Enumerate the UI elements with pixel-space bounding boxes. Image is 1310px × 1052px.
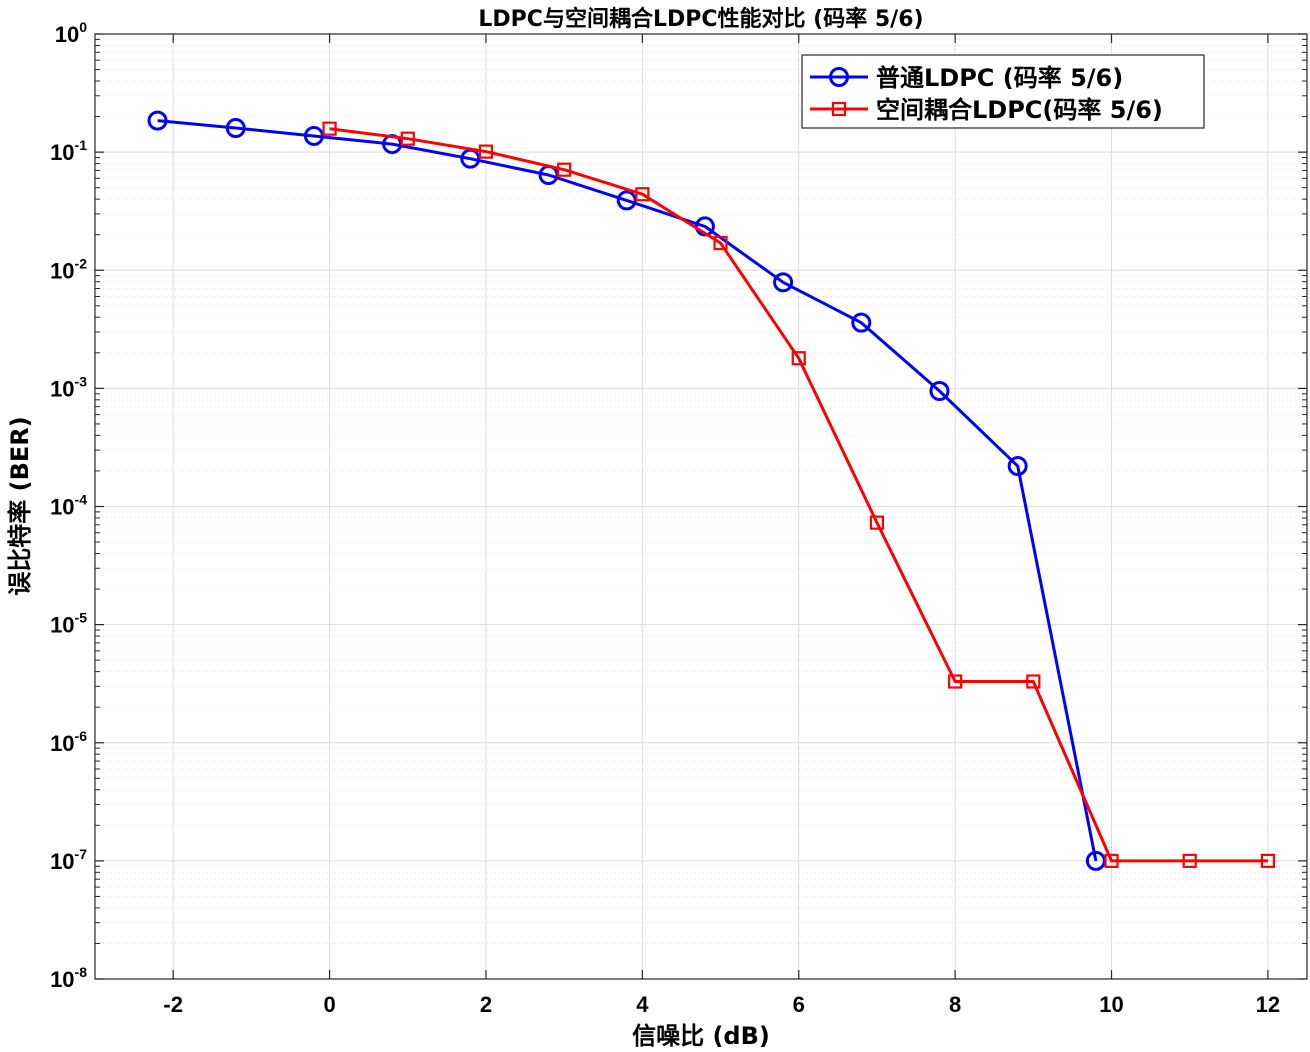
- y-axis-label: 误比特率 (BER): [6, 416, 34, 595]
- y-tick-label: 10-3: [50, 373, 87, 401]
- y-tick-label: 10-1: [50, 137, 87, 165]
- x-tick-label: 10: [1099, 992, 1123, 1017]
- data-point: [303, 125, 324, 146]
- x-axis-label: 信噪比 (dB): [632, 1022, 770, 1050]
- legend-label: 普通LDPC (码率 5/6): [876, 64, 1123, 92]
- data-point: [616, 190, 637, 211]
- data-point: [1085, 850, 1106, 871]
- y-tick-label: 10-5: [50, 610, 87, 638]
- axis-ticks: 100 10-1 10-2 10-3 10-4 10-5 10-6 10-7 10-8 -2 0 2 4…: [50, 19, 1307, 1017]
- legend-marker: [831, 101, 847, 117]
- data-point: [1007, 456, 1028, 477]
- y-tick-label: 10-7: [50, 846, 87, 874]
- series-line: [329, 127, 1268, 863]
- data-point: [791, 351, 806, 366]
- legend-label: 空间耦合LDPC(码率 5/6): [876, 96, 1163, 124]
- x-tick-label: 4: [636, 992, 649, 1017]
- data-point: [1260, 853, 1276, 868]
- legend-marker: [829, 67, 849, 87]
- series-layer: [147, 110, 1276, 871]
- data-point: [869, 515, 885, 530]
- data-point: [1182, 853, 1197, 868]
- data-point: [1026, 674, 1041, 689]
- chart-title: LDPC与空间耦合LDPC性能对比 (码率 5/6): [478, 6, 923, 32]
- x-tick-label: 2: [480, 992, 492, 1017]
- x-tick-label: -2: [163, 992, 183, 1017]
- data-point: [773, 272, 794, 293]
- x-tick-label: 0: [323, 992, 335, 1017]
- series-line: [157, 119, 1098, 862]
- legend-box: [801, 54, 1205, 129]
- data-point: [1104, 853, 1119, 868]
- legend: 普通LDPC (码率 5/6) 空间耦合LDPC(码率 5/6): [801, 54, 1205, 129]
- data-point: [322, 121, 337, 136]
- data-point: [478, 144, 494, 159]
- data-point: [948, 674, 963, 689]
- x-tick-label: 12: [1256, 992, 1280, 1017]
- data-point: [635, 187, 650, 202]
- y-tick-label: 100: [55, 19, 87, 47]
- series-2: [322, 121, 1276, 868]
- data-point: [557, 162, 572, 177]
- y-tick-label: 10-6: [50, 728, 87, 756]
- x-tick-label: 6: [793, 992, 805, 1017]
- data-point: [713, 235, 728, 251]
- data-point: [929, 381, 950, 402]
- y-tick-label: 10-4: [50, 492, 87, 520]
- data-point: [225, 118, 246, 139]
- data-point: [147, 110, 168, 131]
- data-point: [400, 131, 415, 146]
- y-tick-label: 10-8: [50, 964, 87, 992]
- y-tick-label: 10-2: [50, 255, 87, 283]
- x-tick-label: 8: [949, 992, 961, 1017]
- data-point: [851, 312, 872, 333]
